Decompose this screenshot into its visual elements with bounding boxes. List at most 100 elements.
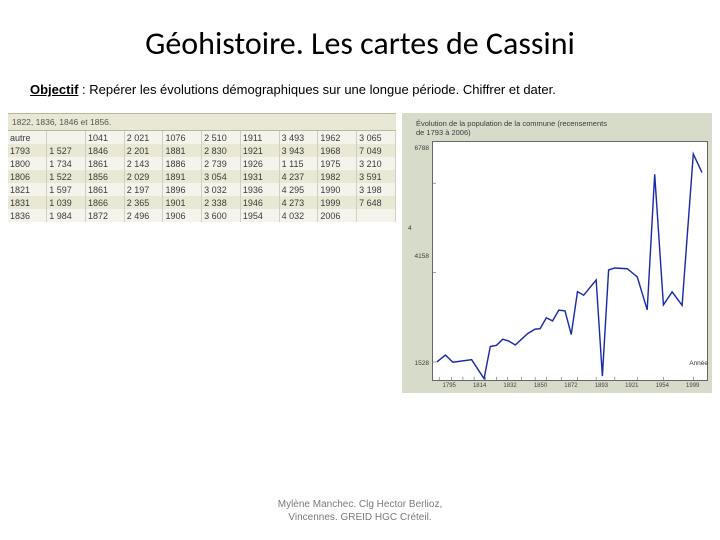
- table-cell: 1954: [240, 209, 279, 222]
- y-tick: 4158: [408, 253, 429, 260]
- table-cell: 4 273: [279, 196, 318, 209]
- table-cell: 2 739: [202, 157, 241, 170]
- table-row: 17931 52718462 20118812 83019213 9431968…: [8, 144, 396, 157]
- table-cell: 2 830: [202, 144, 241, 157]
- chart-x-axis: 179518141832185018721893192119541999: [406, 381, 708, 389]
- x-tick: 1921: [617, 383, 647, 389]
- x-tick: 1850: [525, 383, 555, 389]
- table-cell: 1975: [318, 157, 357, 170]
- table-cell: 1936: [240, 183, 279, 196]
- table-cell: 4 032: [279, 209, 318, 222]
- table-cell: 1 597: [47, 183, 86, 196]
- table-cell: 1891: [163, 170, 202, 183]
- table-cell: 1 115: [279, 157, 318, 170]
- table-cell: 1 984: [47, 209, 86, 222]
- table-cell: 2006: [318, 209, 357, 222]
- x-tick: 1893: [586, 383, 616, 389]
- x-tick: 1795: [434, 383, 464, 389]
- chart-title-line1: Évolution de la population de la commune…: [416, 119, 607, 128]
- table-cell: 1872: [85, 209, 124, 222]
- table-cell: 2 143: [124, 157, 163, 170]
- page-title: Géohistoire. Les cartes de Cassini: [0, 0, 720, 81]
- data-table: autre 10412 02110762 51019113 49319623 06…: [8, 131, 396, 222]
- table-cell: 2 365: [124, 196, 163, 209]
- table-cell: 4 237: [279, 170, 318, 183]
- objective-label: Objectif: [30, 82, 78, 97]
- content-row: 1822, 1836, 1846 et 1856. autre 10412 021…: [0, 103, 720, 393]
- table-cell: 3 493: [279, 131, 318, 144]
- table-cell: 2 338: [202, 196, 241, 209]
- table-row: 18361 98418722 49619063 60019544 0322006: [8, 209, 396, 222]
- table-cell: 4 295: [279, 183, 318, 196]
- table-cell: 1861: [85, 183, 124, 196]
- chart-plot-area: [432, 141, 708, 381]
- chart-title: Évolution de la population de la commune…: [406, 117, 708, 141]
- y-tick: 6788: [408, 145, 429, 152]
- table-cell: 1982: [318, 170, 357, 183]
- y-tick: 1528: [408, 360, 429, 367]
- table-cell: 1861: [85, 157, 124, 170]
- table-cell: 1921: [240, 144, 279, 157]
- table-cell: 1999: [318, 196, 357, 209]
- table-cell: 1901: [163, 196, 202, 209]
- table-cell: 1821: [8, 183, 47, 196]
- table-cell: 1896: [163, 183, 202, 196]
- table-cell: 1911: [240, 131, 279, 144]
- table-cell: 2 510: [202, 131, 241, 144]
- table-cell: 3 054: [202, 170, 241, 183]
- table-cell: 1800: [8, 157, 47, 170]
- table-row: 18001 73418612 14318862 73919261 1151975…: [8, 157, 396, 170]
- table-cell: 1946: [240, 196, 279, 209]
- table-cell: 1836: [8, 209, 47, 222]
- table-cell: 7 049: [357, 144, 396, 157]
- table-cell: 1793: [8, 144, 47, 157]
- table-cell: 1 734: [47, 157, 86, 170]
- table-cell: 1886: [163, 157, 202, 170]
- table-cell: 2 496: [124, 209, 163, 222]
- table-cell: 1968: [318, 144, 357, 157]
- table-cell: 2 197: [124, 183, 163, 196]
- table-cell: 3 600: [202, 209, 241, 222]
- table-cell: [357, 209, 396, 222]
- table-header-note: 1822, 1836, 1846 et 1856.: [8, 113, 396, 131]
- x-tick: 1814: [464, 383, 494, 389]
- table-cell: 1806: [8, 170, 47, 183]
- population-table: 1822, 1836, 1846 et 1856. autre 10412 021…: [8, 113, 396, 222]
- x-tick: 1999: [678, 383, 708, 389]
- table-cell: 1990: [318, 183, 357, 196]
- x-tick: 1832: [495, 383, 525, 389]
- table-cell: 3 198: [357, 183, 396, 196]
- footer-line2: Vincennes. GREID HGC Créteil.: [288, 512, 431, 523]
- table-row: autre 10412 02110762 51019113 49319623 06…: [8, 131, 396, 144]
- table-cell: 3 065: [357, 131, 396, 144]
- table-cell: 3 032: [202, 183, 241, 196]
- table-cell: 1076: [163, 131, 202, 144]
- table-cell: 1856: [85, 170, 124, 183]
- table-cell: 1 527: [47, 144, 86, 157]
- footer-credit: Mylène Manchec. Clg Hector Berlioz, Vinc…: [0, 498, 720, 524]
- x-tick: 1954: [647, 383, 677, 389]
- table-cell: 1846: [85, 144, 124, 157]
- table-cell: 2 029: [124, 170, 163, 183]
- table-cell: 2 201: [124, 144, 163, 157]
- chart-title-line2: de 1793 à 2006): [416, 128, 471, 137]
- y-unit-label: 4: [408, 225, 412, 232]
- table-cell: 1041: [85, 131, 124, 144]
- x-tick: 1872: [556, 383, 586, 389]
- chart-y-axis: 6788 4158 1528: [406, 141, 432, 381]
- table-cell: autre: [8, 131, 47, 144]
- table-cell: 2 021: [124, 131, 163, 144]
- table-cell: 1881: [163, 144, 202, 157]
- table-cell: 1962: [318, 131, 357, 144]
- table-cell: 3 210: [357, 157, 396, 170]
- table-cell: 1926: [240, 157, 279, 170]
- table-row: 18311 03918662 36519012 33819464 2731999…: [8, 196, 396, 209]
- table-cell: 1931: [240, 170, 279, 183]
- table-cell: 1831: [8, 196, 47, 209]
- objective-body: : Repérer les évolutions démographiques …: [78, 82, 555, 97]
- table-row: 18211 59718612 19718963 03219364 2951990…: [8, 183, 396, 196]
- x-axis-label: Année: [689, 360, 708, 367]
- table-row: 18061 52218562 02918913 05419314 2371982…: [8, 170, 396, 183]
- population-chart: Évolution de la population de la commune…: [402, 113, 712, 393]
- table-cell: 1 522: [47, 170, 86, 183]
